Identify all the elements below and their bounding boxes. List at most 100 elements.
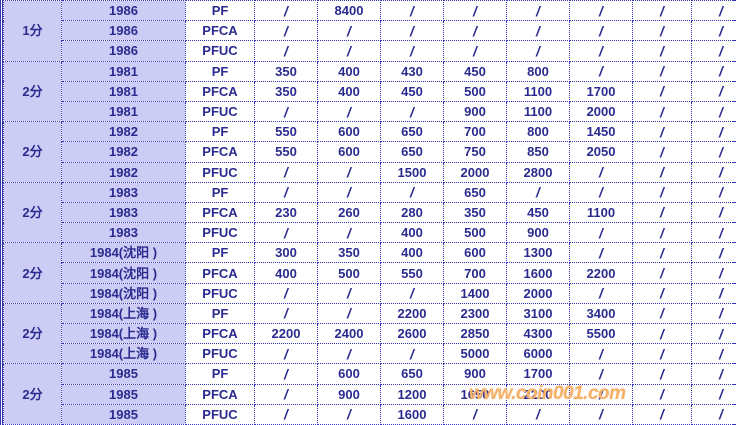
price-cell-empty: / — [632, 343, 692, 365]
variant-cell: PFCA — [185, 322, 255, 345]
price-cell-empty: / — [632, 302, 692, 325]
price-cell: 3400 — [569, 302, 633, 325]
price-cell-empty: / — [506, 40, 570, 62]
price-cell: 2300 — [443, 302, 507, 325]
price-cell-empty: / — [443, 403, 507, 425]
price-cell: 400 — [317, 60, 381, 82]
variant-cell: PFCA — [185, 141, 255, 163]
price-cell: 500 — [443, 80, 507, 102]
variant-cell: PFUC — [185, 222, 255, 244]
price-cell: 900 — [443, 363, 507, 385]
price-cell: 900 — [317, 383, 381, 405]
price-cell: 550 — [254, 141, 318, 163]
price-cell-empty: / — [632, 201, 692, 224]
price-cell-empty: / — [254, 282, 318, 304]
variant-cell: PFCA — [185, 80, 255, 102]
year-cell: 1982 — [61, 121, 186, 143]
price-cell-empty: / — [691, 242, 736, 264]
price-cell-empty: / — [632, 80, 692, 102]
price-cell-empty: / — [569, 403, 633, 425]
price-cell-empty: / — [691, 80, 736, 102]
price-cell: 1450 — [569, 121, 633, 143]
year-cell: 1982 — [61, 161, 186, 183]
year-cell: 1981 — [61, 80, 186, 102]
year-cell: 1983 — [61, 222, 186, 244]
year-cell: 1981 — [61, 100, 186, 123]
price-cell-empty: / — [254, 302, 318, 325]
price-cell: 400 — [380, 242, 444, 264]
price-cell: 750 — [443, 141, 507, 163]
price-cell-empty: / — [254, 181, 318, 203]
price-cell-empty: / — [443, 0, 507, 22]
price-cell: 350 — [254, 80, 318, 102]
price-cell-empty: / — [317, 403, 381, 425]
price-cell-empty: / — [443, 20, 507, 42]
price-cell-empty: / — [691, 40, 736, 62]
price-cell: 1100 — [506, 80, 570, 102]
price-cell-empty: / — [317, 100, 381, 123]
price-cell-empty: / — [569, 383, 633, 405]
price-cell: 2600 — [380, 322, 444, 345]
price-cell: 2200 — [569, 262, 633, 284]
year-cell: 1983 — [61, 181, 186, 203]
price-cell-empty: / — [632, 222, 692, 244]
price-cell: 600 — [443, 242, 507, 264]
price-cell-empty: / — [632, 383, 692, 405]
year-cell: 1984(沈阳 ) — [61, 242, 186, 264]
price-cell: 230 — [254, 201, 318, 224]
price-cell-empty: / — [569, 161, 633, 183]
variant-cell: PF — [185, 60, 255, 82]
price-cell-empty: / — [691, 383, 736, 405]
price-cell: 550 — [380, 262, 444, 284]
variant-cell: PFUC — [185, 161, 255, 183]
price-cell: 300 — [254, 242, 318, 264]
price-cell-empty: / — [317, 222, 381, 244]
price-cell-empty: / — [254, 20, 318, 42]
price-cell: 430 — [380, 60, 444, 82]
price-cell: 550 — [254, 121, 318, 143]
year-cell: 1986 — [61, 0, 186, 22]
variant-cell: PF — [185, 363, 255, 385]
price-cell-empty: / — [632, 322, 692, 345]
price-cell: 400 — [380, 222, 444, 244]
variant-cell: PFCA — [185, 262, 255, 284]
price-cell-empty: / — [254, 222, 318, 244]
price-cell-empty: / — [254, 363, 318, 385]
price-cell-empty: / — [691, 363, 736, 385]
price-cell: 1100 — [569, 201, 633, 224]
price-cell-empty: / — [380, 20, 444, 42]
year-cell: 1982 — [61, 141, 186, 163]
price-cell-empty: / — [380, 181, 444, 203]
variant-cell: PFCA — [185, 383, 255, 405]
variant-cell: PFUC — [185, 343, 255, 365]
price-cell: 650 — [443, 181, 507, 203]
price-cell: 600 — [317, 121, 381, 143]
price-cell: 650 — [380, 141, 444, 163]
variant-cell: PFUC — [185, 282, 255, 304]
price-cell: 800 — [506, 121, 570, 143]
denomination-cell: 2分 — [3, 242, 62, 304]
price-cell: 2200 — [254, 322, 318, 345]
price-cell-empty: / — [317, 161, 381, 183]
year-cell: 1986 — [61, 40, 186, 62]
price-cell-empty: / — [632, 262, 692, 284]
denomination-cell: 2分 — [3, 363, 62, 425]
price-cell: 6000 — [506, 343, 570, 365]
variant-cell: PF — [185, 121, 255, 143]
price-cell: 2050 — [569, 141, 633, 163]
price-cell: 8400 — [317, 0, 381, 22]
price-cell-empty: / — [691, 343, 736, 365]
price-cell-empty: / — [632, 403, 692, 425]
price-cell-empty: / — [691, 161, 736, 183]
price-cell: 600 — [317, 363, 381, 385]
variant-cell: PFUC — [185, 40, 255, 62]
